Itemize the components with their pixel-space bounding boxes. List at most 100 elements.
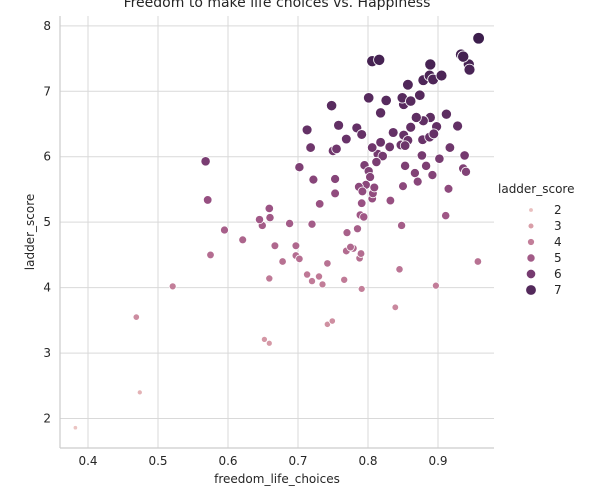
scatter-point: [452, 120, 464, 132]
scatter-point: [357, 198, 367, 208]
scatter-point: [375, 137, 386, 148]
x-tick-label: 0.7: [288, 454, 307, 468]
scatter-point: [323, 259, 332, 268]
scatter-point: [399, 140, 411, 151]
scatter-point: [409, 168, 420, 179]
scatter-point: [132, 313, 140, 321]
scatter-point: [463, 63, 476, 76]
grid-lines: [60, 16, 494, 448]
y-tick-label: 2: [43, 412, 51, 426]
legend-label: 2: [554, 203, 562, 217]
x-tick-label: 0.4: [78, 454, 97, 468]
scatter-point: [402, 78, 414, 91]
scatter-point: [377, 150, 388, 162]
legend-marker: [527, 222, 535, 230]
scatter-point: [168, 282, 177, 291]
y-tick-label: 3: [43, 346, 51, 360]
scatter-point: [414, 89, 426, 101]
legend-marker: [527, 238, 535, 246]
scatter-point: [285, 218, 295, 228]
legend-marker: [525, 284, 537, 296]
scatter-point: [307, 219, 317, 229]
scatter-point: [291, 241, 301, 251]
scatter-point: [356, 249, 366, 258]
legend-label: 5: [554, 251, 562, 265]
legend: ladder_score 2 3 4 5 6 7: [498, 182, 574, 297]
scatter-point: [397, 220, 407, 230]
legend-label: 4: [554, 235, 562, 249]
scatter-point: [136, 389, 143, 396]
scatter-point: [200, 156, 211, 167]
scatter-point: [357, 186, 368, 197]
x-tick-label: 0.5: [148, 454, 167, 468]
x-tick-label: 0.9: [428, 454, 447, 468]
scatter-point: [431, 281, 440, 290]
x-axis-label: freedom_life_choices: [214, 472, 340, 486]
scatter-point: [356, 129, 368, 140]
scatter-point: [380, 94, 392, 107]
legend-label: 7: [554, 283, 562, 297]
scatter-point: [359, 212, 369, 222]
scatter-point: [435, 69, 448, 82]
scatter-point: [294, 162, 305, 173]
scatter-point: [363, 92, 375, 104]
scatter-point: [375, 107, 387, 119]
scatter-point: [333, 119, 345, 131]
scatter-point: [457, 50, 470, 63]
scatter-point: [206, 250, 215, 260]
data-points: [72, 32, 485, 431]
scatter-point: [440, 108, 452, 120]
scatter-point: [410, 111, 422, 123]
scatter-point: [318, 280, 327, 289]
scatter-point: [395, 265, 404, 274]
scatter-point: [265, 213, 275, 223]
scatter-point: [295, 254, 304, 264]
scatter-point: [444, 142, 456, 153]
scatter-point: [305, 142, 316, 153]
scatter-point: [270, 241, 280, 251]
scatter-point: [472, 32, 485, 45]
scatter-point: [366, 142, 378, 153]
scatter-point: [323, 320, 331, 328]
legend-label: 3: [554, 219, 562, 233]
y-tick-label: 7: [43, 84, 51, 98]
scatter-point: [340, 275, 349, 284]
legend-marker: [528, 207, 534, 213]
axes: 0.4 0.5 0.6 0.7 0.8 0.9 2 3 4 5 6 7 8: [43, 16, 494, 468]
scatter-point: [357, 285, 366, 293]
scatter-point: [473, 257, 483, 266]
scatter-point: [369, 182, 380, 193]
scatter-point: [387, 127, 399, 138]
scatter-point: [315, 199, 325, 209]
y-tick-label: 8: [43, 19, 51, 33]
scatter-point: [405, 95, 417, 107]
scatter-point: [346, 242, 355, 252]
scatter-point: [385, 195, 396, 206]
legend-marker: [526, 253, 536, 263]
scatter-point: [371, 156, 382, 168]
y-tick-label: 4: [43, 281, 51, 295]
scatter-point: [265, 339, 273, 347]
scatter-point: [220, 225, 229, 235]
scatter-point: [330, 174, 341, 184]
scatter-point: [373, 53, 386, 66]
chart-title: Freedom to make life choices vs. Happine…: [124, 0, 431, 11]
scatter-point: [264, 203, 274, 214]
scatter-point: [353, 224, 362, 234]
scatter-point: [278, 257, 287, 266]
scatter-point: [301, 124, 313, 136]
scatter-point: [398, 181, 408, 192]
scatter-point: [341, 133, 352, 145]
scatter-point: [238, 235, 248, 245]
scatter-point: [427, 170, 438, 181]
y-axis-label: ladder_score: [23, 194, 37, 270]
scatter-point: [443, 183, 454, 194]
scatter-point: [330, 188, 340, 199]
scatter-point: [72, 425, 79, 431]
scatter-point: [384, 141, 395, 153]
scatter-point: [365, 172, 376, 182]
y-tick-label: 5: [43, 215, 51, 229]
scatter-point: [308, 277, 316, 286]
scatter-point: [202, 195, 213, 205]
